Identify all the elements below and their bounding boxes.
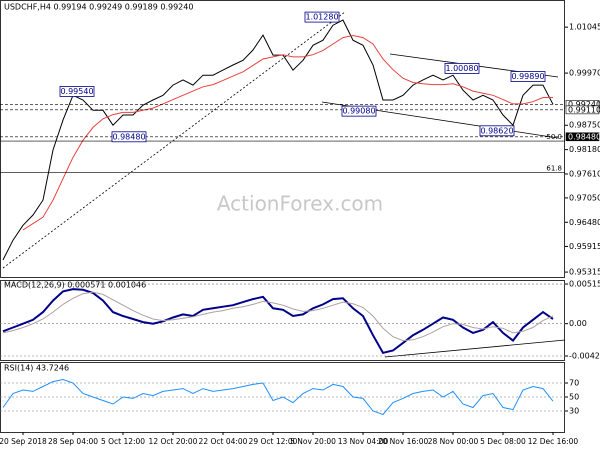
x-tick-label: 20 Nov 16:00 [378,437,429,446]
y-tick-label: 0.005155 [569,280,600,289]
annotation-box [510,71,546,82]
x-tick-label: 29 Oct 12:00 [249,437,298,446]
annotation-box [111,131,147,143]
fib-label: 50.0 [546,133,562,141]
panel-frame [0,280,565,361]
annotation-box [59,86,95,97]
x-tick-label: 20 Sep 2018 [0,437,47,446]
y-tick-label: 0.00 [569,319,587,328]
y-tick-label: 0.98750 [569,121,600,130]
level-label: 0.99240 [568,100,600,109]
level-label: 0.99110 [568,105,600,114]
level-box [565,105,600,115]
panel-frame [0,0,565,278]
rsi-title: RSI(14) 43.7246 [4,364,69,373]
x-tick-label: 28 Sep 04:00 [48,437,98,446]
y-tick-label: 0.99970 [569,69,600,78]
macd-trend-line [384,339,566,358]
chart-title: USDCHF,H4 0.99194 0.99249 0.99189 0.9924… [4,3,193,12]
x-tick-label: 5 Nov 20:00 [290,437,336,446]
y-tick-label: 0.95915 [569,242,600,251]
y-tick-label: -0.004209 [569,351,600,360]
annotation-label: 0.99080 [342,107,375,116]
y-tick-label: 0.95315 [569,268,600,277]
annotation-label: 1.01280 [305,13,338,22]
x-tick-label: 13 Nov 04:00 [338,437,389,446]
series-line [2,291,554,342]
trend-line [2,11,346,269]
y-tick-label: 0.97610 [569,169,600,178]
annotation-box [479,125,515,137]
x-tick-label: 12 Oct 20:00 [149,437,198,446]
series-line [2,378,554,416]
panel-frame [0,362,565,433]
annotation-label: 0.98480 [112,132,145,141]
y-tick-label: 70 [569,379,579,388]
y-tick-label: 0.98180 [569,145,600,154]
annotation-box [304,11,340,23]
x-tick-label: 28 Nov 00:00 [428,437,479,446]
annotation-label: 0.99540 [60,87,93,96]
series-line [2,288,554,355]
macd-title: MACD(12,26,9) 0.000571 0.001046 [4,281,146,290]
annotation-label: 1.00080 [445,64,478,73]
y-tick-label: 0.96480 [569,218,600,227]
watermark: ActionForex.com [217,192,383,216]
annotation-box [444,62,480,74]
annotation-box [341,105,377,117]
annotation-label: 0.99890 [511,72,544,81]
annotation-label: 0.98620 [480,126,513,135]
y-tick-label: 0.97050 [569,193,600,202]
y-tick-label: 30 [569,407,579,416]
x-tick-label: 5 Oct 12:00 [101,437,145,446]
x-tick-label: 22 Oct 04:00 [199,437,248,446]
x-tick-label: 12 Dec 16:00 [528,437,579,446]
fib-label: 61.8 [546,164,562,172]
y-tick-label: 50 [569,393,579,402]
series-line [22,34,553,231]
x-tick-label: 5 Dec 08:00 [480,437,526,446]
series-line [2,19,554,261]
y-tick-label: 1.01045 [569,23,600,32]
level-label: 0.98480 [568,132,600,141]
level-box [565,132,600,142]
